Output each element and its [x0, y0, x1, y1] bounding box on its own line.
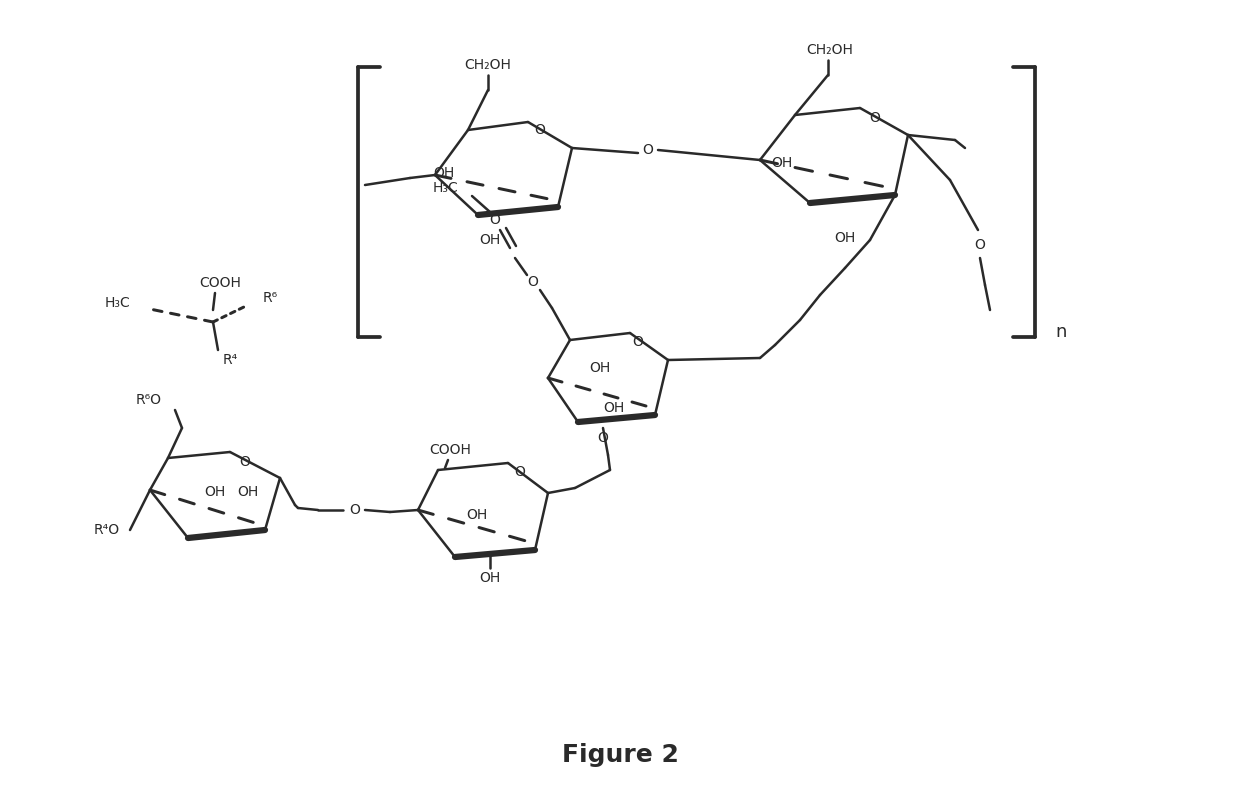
Text: R⁶O: R⁶O	[136, 393, 162, 407]
Text: n: n	[1055, 323, 1066, 341]
Text: OH: OH	[480, 233, 501, 247]
Text: O: O	[490, 213, 501, 227]
Text: O: O	[598, 431, 609, 445]
Text: H₃C: H₃C	[104, 296, 130, 310]
Text: OH: OH	[589, 361, 610, 375]
Text: CH₂OH: CH₂OH	[465, 58, 511, 72]
Text: OH: OH	[835, 231, 856, 245]
Text: OH: OH	[237, 485, 259, 499]
Text: O: O	[642, 143, 653, 157]
Text: O: O	[350, 503, 361, 517]
Text: O: O	[975, 238, 986, 252]
Text: OH: OH	[480, 571, 501, 585]
Text: CH₂OH: CH₂OH	[806, 43, 853, 57]
Text: R⁴: R⁴	[223, 353, 238, 367]
Text: OH: OH	[603, 401, 624, 415]
Text: H₃C: H₃C	[433, 181, 458, 195]
Text: Figure 2: Figure 2	[562, 743, 678, 767]
Text: R⁶: R⁶	[263, 291, 278, 305]
Text: O: O	[515, 465, 526, 479]
Text: O: O	[632, 335, 644, 349]
Text: OH: OH	[771, 156, 794, 170]
Text: COOH: COOH	[200, 276, 241, 290]
Text: OH: OH	[466, 508, 487, 522]
Text: OH: OH	[205, 485, 226, 499]
Text: O: O	[527, 275, 538, 289]
Text: COOH: COOH	[429, 443, 471, 457]
Text: OH: OH	[434, 166, 455, 180]
Text: O: O	[534, 123, 546, 137]
Text: O: O	[869, 111, 880, 125]
Text: R⁴O: R⁴O	[94, 523, 120, 537]
Text: O: O	[239, 455, 250, 469]
